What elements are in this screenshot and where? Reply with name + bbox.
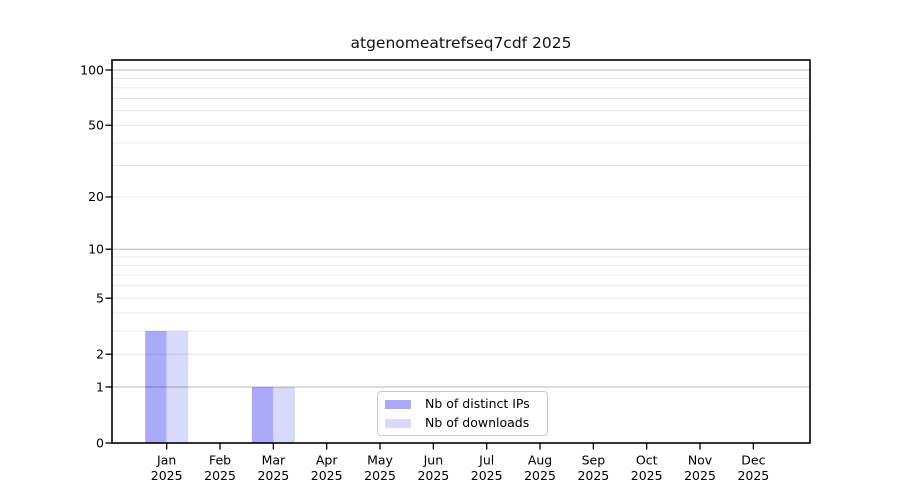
- x-axis-tick-label-jan: Jan 2025: [151, 453, 183, 484]
- x-axis-tick-label-jul: Jul 2025: [471, 453, 503, 484]
- x-axis-tick-label-apr: Apr 2025: [311, 453, 343, 484]
- x-axis-tick-label-oct: Oct 2025: [631, 453, 663, 484]
- legend-swatch-downloads: [385, 418, 411, 428]
- legend-label-distinct-ips: Nb of distinct IPs: [425, 396, 530, 411]
- x-axis-tick-label-mar: Mar 2025: [257, 453, 289, 484]
- y-axis-tick-label-1: 1: [96, 379, 104, 394]
- y-axis-tick-label-0: 0: [96, 435, 104, 450]
- y-axis-tick-label-2: 2: [96, 347, 104, 362]
- chart-title: atgenomeatrefseq7cdf 2025: [350, 34, 572, 52]
- bar-downloads-jan: [166, 330, 189, 443]
- y-axis-tick-label-10: 10: [88, 241, 104, 256]
- y-axis-tick-label-50: 50: [88, 118, 104, 133]
- x-axis-tick-label-feb: Feb 2025: [204, 453, 236, 484]
- legend-swatch-distinct-ips: [385, 399, 411, 409]
- bar-distinct-ips-mar: [251, 386, 274, 443]
- y-axis-tick-label-100: 100: [80, 62, 104, 77]
- legend-item-distinct-ips: Nb of distinct IPs: [385, 396, 547, 412]
- x-axis-tick-label-aug: Aug 2025: [524, 453, 556, 484]
- legend: Nb of distinct IPs Nb of downloads: [377, 391, 548, 436]
- legend-item-downloads: Nb of downloads: [385, 415, 547, 431]
- x-axis-tick-label-may: May 2025: [364, 453, 396, 484]
- x-axis-tick-label-sep: Sep 2025: [577, 453, 609, 484]
- y-axis-tick-label-20: 20: [88, 189, 104, 204]
- x-axis-tick-label-jun: Jun 2025: [417, 453, 449, 484]
- bar-distinct-ips-jan: [145, 330, 167, 443]
- x-axis-tick-label-nov: Nov 2025: [684, 453, 716, 484]
- x-axis-tick-label-dec: Dec 2025: [737, 453, 769, 484]
- plot-frame: [111, 59, 811, 444]
- y-axis-tick-label-5: 5: [96, 290, 104, 305]
- legend-label-downloads: Nb of downloads: [425, 415, 530, 430]
- bar-downloads-mar: [273, 386, 295, 443]
